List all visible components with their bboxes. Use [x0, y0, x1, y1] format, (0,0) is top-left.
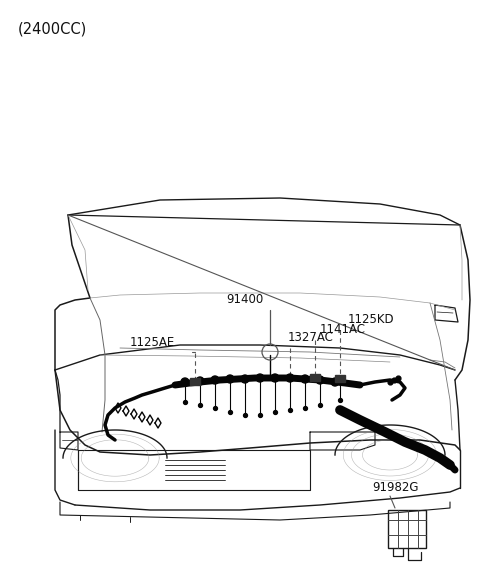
- Point: [196, 400, 204, 410]
- Circle shape: [256, 374, 264, 382]
- Point: [286, 405, 294, 414]
- Text: (2400CC): (2400CC): [18, 22, 87, 37]
- Point: [394, 373, 402, 382]
- Bar: [190, 378, 200, 385]
- Circle shape: [226, 375, 234, 383]
- Circle shape: [286, 374, 294, 382]
- Text: 1141AC: 1141AC: [320, 323, 366, 336]
- Point: [316, 400, 324, 410]
- Bar: [335, 375, 345, 382]
- Point: [390, 375, 398, 385]
- Circle shape: [211, 376, 219, 384]
- Circle shape: [331, 378, 339, 386]
- Point: [256, 410, 264, 420]
- Text: 1125KD: 1125KD: [348, 313, 395, 326]
- Point: [336, 395, 344, 404]
- Point: [226, 407, 234, 417]
- Circle shape: [241, 375, 249, 383]
- Circle shape: [316, 376, 324, 384]
- Point: [181, 398, 189, 407]
- Circle shape: [196, 377, 204, 385]
- Point: [301, 403, 309, 413]
- Circle shape: [181, 378, 189, 386]
- Text: 91400: 91400: [227, 293, 264, 306]
- Text: 91982G: 91982G: [372, 481, 419, 494]
- Bar: [310, 374, 320, 381]
- Circle shape: [271, 374, 279, 382]
- Point: [271, 407, 279, 417]
- Point: [386, 377, 394, 386]
- Point: [241, 410, 249, 420]
- Point: [211, 403, 219, 413]
- Text: 1125AE: 1125AE: [130, 336, 175, 349]
- Circle shape: [301, 375, 309, 383]
- Text: 1327AC: 1327AC: [288, 331, 334, 344]
